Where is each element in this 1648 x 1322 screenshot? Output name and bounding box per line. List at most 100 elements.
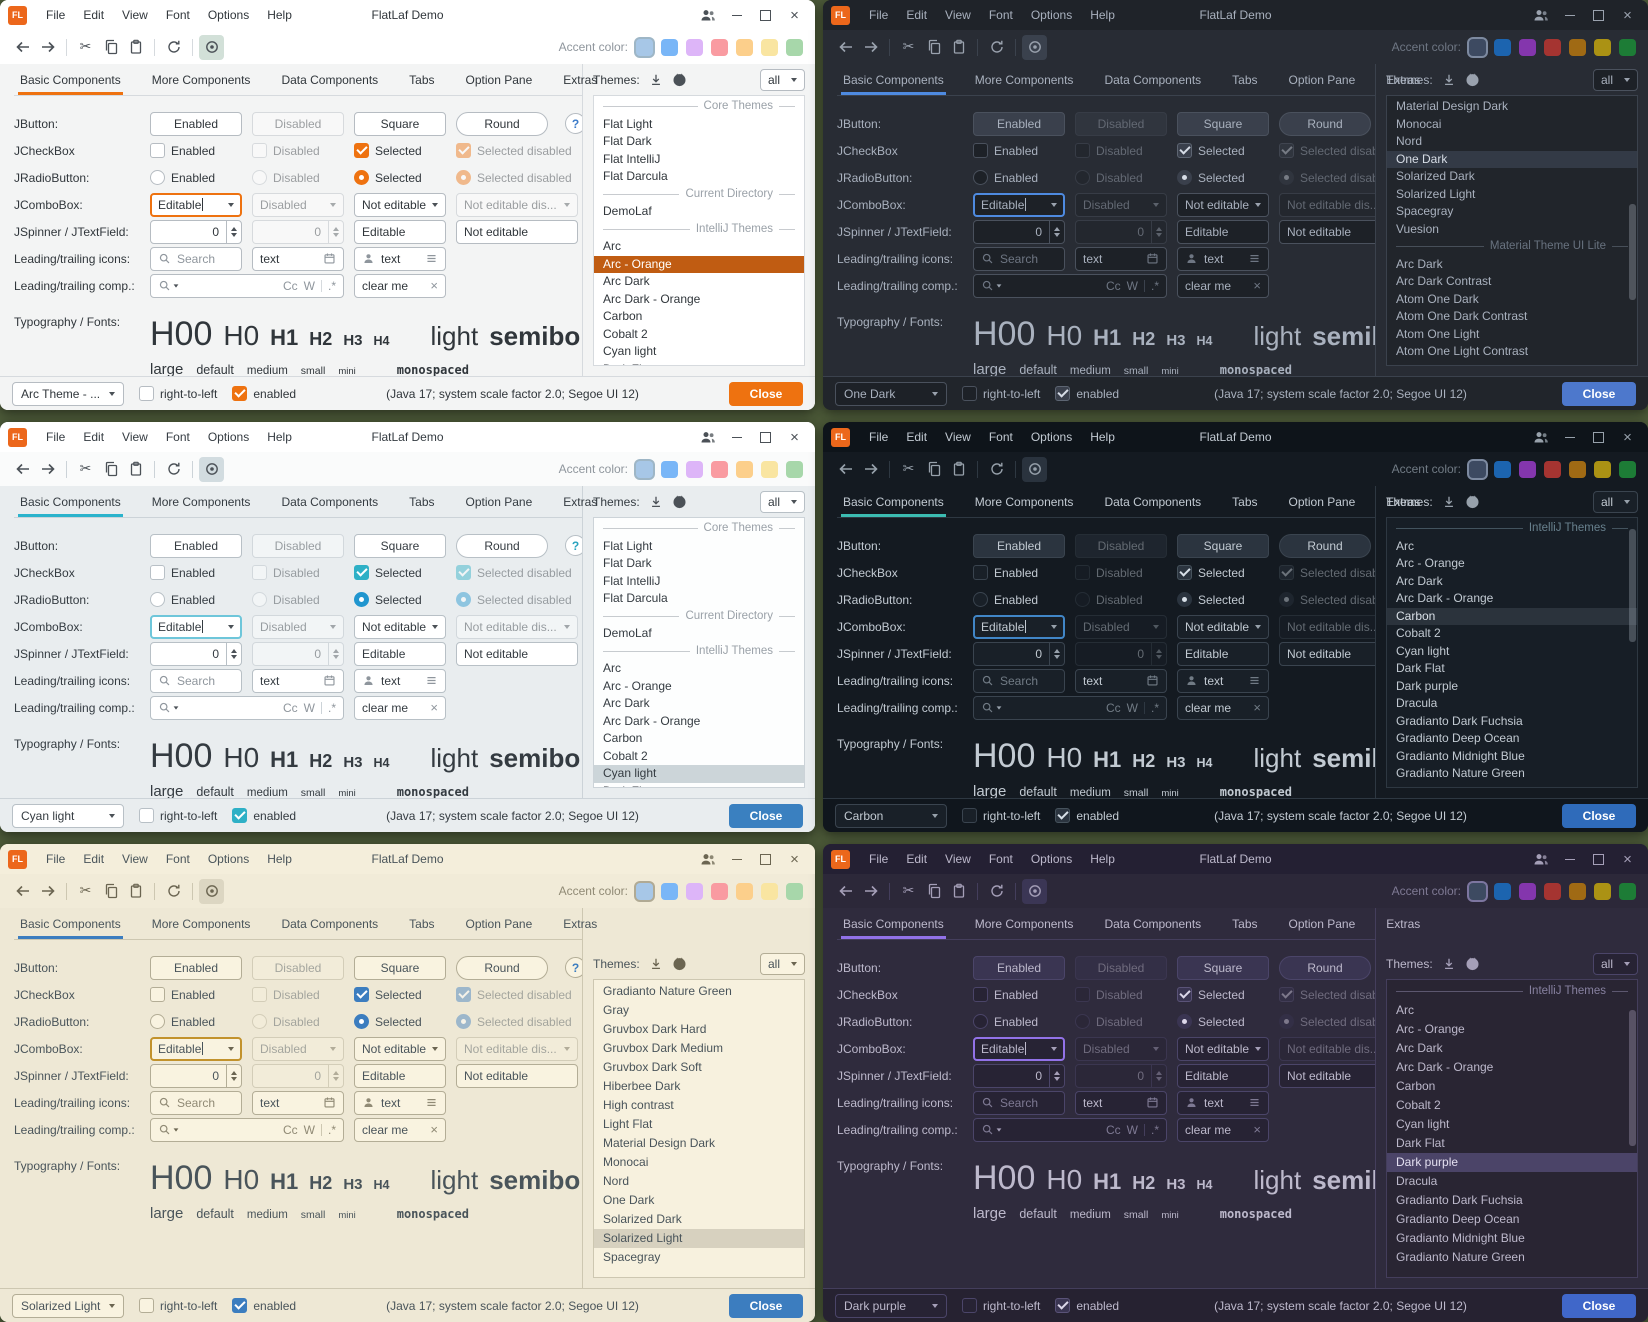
theme-list-item[interactable]: DemoLaf <box>594 203 804 221</box>
checkbox-enabled[interactable]: Enabled <box>150 565 242 580</box>
accent-swatch[interactable] <box>1569 882 1586 900</box>
tab[interactable]: Data Components <box>1102 489 1203 517</box>
accent-swatch[interactable] <box>1469 38 1486 56</box>
menu-item[interactable]: View <box>945 8 971 22</box>
square-button[interactable]: Square <box>1177 955 1269 980</box>
right-to-left-checkbox[interactable]: right-to-left <box>139 808 217 823</box>
calendar-icon[interactable] <box>323 252 336 265</box>
menu-item[interactable]: Edit <box>906 852 928 866</box>
search-with-options-input[interactable]: Cc W .* <box>973 1117 1167 1142</box>
menu-item[interactable]: File <box>46 8 66 22</box>
accent-swatch[interactable] <box>1519 882 1536 900</box>
theme-list-item[interactable]: Arc <box>594 660 804 678</box>
forward-icon[interactable] <box>35 457 60 482</box>
theme-list-item[interactable]: One Dark <box>1387 150 1637 168</box>
maximize-button[interactable] <box>1584 847 1613 871</box>
accent-swatch[interactable] <box>711 882 728 900</box>
enabled-checkbox[interactable]: enabled <box>232 1298 296 1313</box>
tab[interactable]: More Components <box>973 67 1076 95</box>
radio-selected[interactable]: Selected <box>354 1014 446 1029</box>
combobox-not-editable[interactable]: Not editable <box>1177 614 1269 639</box>
theme-list-item[interactable]: IntelliJ Themes <box>594 643 804 661</box>
tab[interactable]: Extras <box>1384 67 1422 95</box>
forward-icon[interactable] <box>35 35 60 60</box>
textfield-not-editable[interactable]: Not editable <box>456 1063 578 1088</box>
theme-list-item[interactable]: Flat Light <box>594 116 804 134</box>
spinner-up-icon[interactable] <box>231 226 237 231</box>
theme-list-item[interactable]: Light Flat <box>594 1115 804 1134</box>
checkbox-selected[interactable]: Selected <box>1177 987 1269 1002</box>
right-to-left-checkbox[interactable]: right-to-left <box>139 386 217 401</box>
spinner[interactable]: 0 <box>973 219 1065 244</box>
theme-list-item[interactable]: Arc - Orange <box>594 678 804 696</box>
accent-swatch[interactable] <box>686 882 703 900</box>
theme-list-item[interactable]: Gradianto Midnight Blue <box>1387 1229 1637 1248</box>
checkbox-selected[interactable]: Selected <box>354 987 446 1002</box>
textfield-not-editable[interactable]: Not editable <box>1279 1063 1375 1088</box>
theme-list-item[interactable]: Carbon <box>594 308 804 326</box>
menu-item[interactable]: File <box>869 852 889 866</box>
textfield-editable[interactable]: Editable <box>1177 1063 1269 1088</box>
copy-icon[interactable] <box>98 879 123 904</box>
menu-item[interactable]: View <box>122 852 148 866</box>
theme-list-item[interactable]: Current Directory <box>594 608 804 626</box>
whole-words-toggle[interactable]: W <box>303 700 315 715</box>
search-with-options-input[interactable]: Cc W .* <box>973 273 1167 298</box>
scrollbar-thumb[interactable] <box>1629 1009 1636 1147</box>
theme-list-item[interactable]: Solarized Dark <box>1387 168 1637 186</box>
theme-list-item[interactable]: Nord <box>1387 133 1637 151</box>
refresh-icon[interactable] <box>984 35 1009 60</box>
accent-swatch[interactable] <box>786 882 803 900</box>
theme-list-item[interactable]: Cyan light <box>594 343 804 361</box>
theme-list-item[interactable]: Gradianto Deep Ocean <box>1387 1210 1637 1229</box>
menu-item[interactable]: Options <box>207 852 250 866</box>
enabled-button[interactable]: Enabled <box>973 111 1065 136</box>
accent-swatch[interactable] <box>1494 38 1511 56</box>
theme-list-item[interactable]: DemoLaf <box>594 625 804 643</box>
square-button[interactable]: Square <box>354 111 446 136</box>
copy-icon[interactable] <box>921 879 946 904</box>
themes-filter-select[interactable]: all <box>1592 490 1638 513</box>
enabled-button[interactable]: Enabled <box>973 533 1065 558</box>
whole-words-toggle[interactable]: W <box>1126 700 1138 715</box>
date-input[interactable]: text <box>252 246 344 271</box>
theme-list-item[interactable]: Atom One Light Contrast <box>1387 343 1637 361</box>
paste-icon[interactable] <box>123 879 148 904</box>
spinner-up-icon[interactable] <box>231 648 237 653</box>
theme-list-item[interactable]: Solarized Light <box>1387 186 1637 204</box>
theme-list-item[interactable]: Nord <box>594 1172 804 1191</box>
textfield-editable[interactable]: Editable <box>1177 641 1269 666</box>
tab[interactable]: Option Pane <box>464 911 535 939</box>
tab[interactable]: Data Components <box>279 911 380 939</box>
textfield-not-editable[interactable]: Not editable <box>1279 641 1375 666</box>
themes-filter-select[interactable]: all <box>1592 952 1638 975</box>
close-button[interactable]: Close <box>1562 1293 1636 1318</box>
forward-icon[interactable] <box>35 879 60 904</box>
github-icon[interactable] <box>672 72 687 87</box>
list-icon[interactable] <box>1248 674 1261 687</box>
tab[interactable]: Tabs <box>407 489 436 517</box>
whole-words-toggle[interactable]: W <box>1126 278 1138 293</box>
regex-toggle[interactable]: .* <box>327 1122 336 1137</box>
accent-swatch[interactable] <box>761 38 778 56</box>
theme-list-item[interactable]: Cobalt 2 <box>1387 1096 1637 1115</box>
tab[interactable]: Data Components <box>1102 911 1203 939</box>
accent-swatch[interactable] <box>686 460 703 478</box>
users-icon[interactable] <box>1526 3 1555 27</box>
tab[interactable]: Tabs <box>1230 911 1259 939</box>
menu-item[interactable]: View <box>122 430 148 444</box>
spinner-up-icon[interactable] <box>231 1070 237 1075</box>
github-icon[interactable] <box>1465 72 1480 87</box>
themes-filter-select[interactable]: all <box>759 68 805 91</box>
close-window-button[interactable]: × <box>1623 850 1632 868</box>
menu-item[interactable]: View <box>945 430 971 444</box>
close-window-button[interactable]: × <box>790 6 799 24</box>
themes-filter-select[interactable]: all <box>759 952 805 975</box>
menu-item[interactable]: Font <box>165 852 190 866</box>
spinner[interactable]: 0 <box>150 641 242 666</box>
accent-swatch[interactable] <box>1594 882 1611 900</box>
enabled-checkbox[interactable]: enabled <box>1055 808 1119 823</box>
tab[interactable]: Extras <box>1384 911 1422 939</box>
theme-list-item[interactable]: IntelliJ Themes <box>1387 982 1637 1001</box>
minimize-button[interactable] <box>722 425 751 449</box>
